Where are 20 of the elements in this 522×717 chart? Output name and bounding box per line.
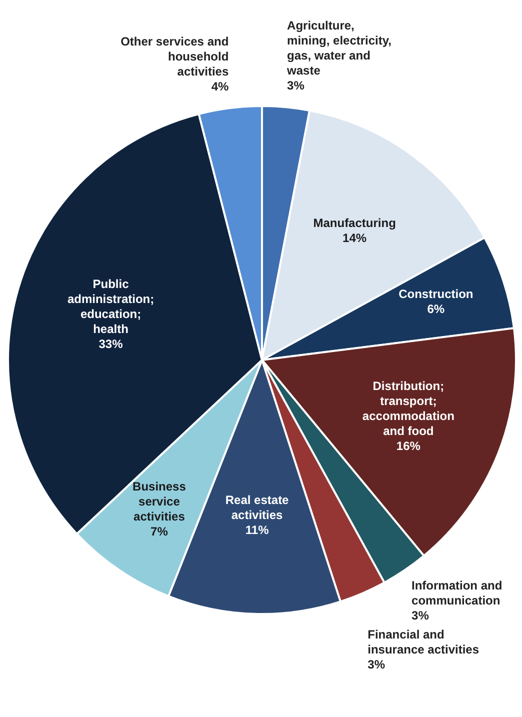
slice-label: Public administration; education; health — [67, 276, 154, 336]
slice-label: Construction — [398, 286, 474, 301]
data-label: 4% — [211, 79, 229, 94]
slice-label: Manufacturing — [313, 216, 396, 230]
slice-label: Business service activities — [132, 480, 186, 524]
data-label: 3% — [287, 78, 305, 92]
data-label: 7% — [150, 524, 168, 539]
slice-label: Information and communication — [412, 578, 502, 608]
slice-label: Agriculture, mining, electricity, gas, water and waste — [286, 18, 392, 78]
data-label: 3% — [368, 657, 386, 672]
slice-label: Distribution; transport; accommodation and food — [362, 378, 454, 438]
data-label: 16% — [396, 438, 421, 453]
slice-label: Financial and insurance activities — [368, 627, 480, 656]
data-label: 6% — [427, 302, 445, 316]
data-label: 33% — [98, 336, 124, 351]
data-label: 14% — [342, 230, 367, 245]
slice-label: Other services and household activities — [120, 34, 229, 78]
slice-label: Real estate activities — [225, 493, 290, 522]
data-label: 3% — [412, 608, 430, 622]
data-label: 11% — [245, 523, 270, 538]
